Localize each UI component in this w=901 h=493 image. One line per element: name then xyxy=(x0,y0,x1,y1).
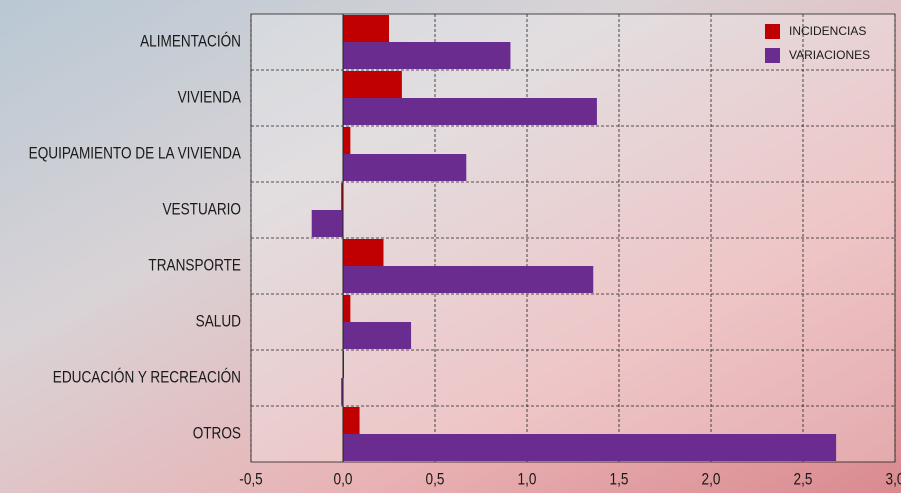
y-tick-label: VESTUARIO xyxy=(162,200,241,219)
y-tick-label: EDUCACIÓN Y RECREACIÓN xyxy=(53,368,241,387)
bar xyxy=(343,407,360,434)
bar xyxy=(343,42,510,69)
bar xyxy=(343,295,350,322)
x-tick-label: 1,0 xyxy=(518,470,537,489)
y-tick-label: SALUD xyxy=(196,312,241,331)
x-tick-label: 2,5 xyxy=(794,470,813,489)
bar xyxy=(343,15,389,42)
y-tick-label: EQUIPAMIENTO DE LA VIVIENDA xyxy=(29,144,242,163)
y-tick-label: ALIMENTACIÓN xyxy=(140,32,241,51)
bar xyxy=(343,266,593,293)
chart: -0,5 0,0 0,5 1,0 1,5 2,0 2,5 3,0 ALIMENTACIÓN VIV… xyxy=(0,0,901,493)
legend-swatch xyxy=(765,48,780,63)
legend-swatch xyxy=(765,24,780,39)
bar xyxy=(343,71,402,98)
y-tick-label: TRANSPORTE xyxy=(148,256,241,275)
y-tick-label: OTROS xyxy=(193,424,241,443)
x-tick-label: 1,5 xyxy=(610,470,629,489)
x-tick-label: 0,0 xyxy=(334,470,353,489)
y-tick-label: VIVIENDA xyxy=(178,88,242,107)
legend-label: VARIACIONES xyxy=(789,48,870,62)
bar xyxy=(343,322,411,349)
bar xyxy=(343,434,836,461)
x-tick-label: 2,0 xyxy=(702,470,721,489)
x-tick-label: 0,5 xyxy=(426,470,445,489)
bar xyxy=(343,98,597,125)
x-tick-label: 3,0 xyxy=(886,470,901,489)
legend-label: INCIDENCIAS xyxy=(789,24,866,38)
x-tick-label: -0,5 xyxy=(239,470,262,489)
bar xyxy=(343,154,466,181)
bar xyxy=(343,239,383,266)
bar xyxy=(312,210,343,237)
bar xyxy=(343,127,350,154)
